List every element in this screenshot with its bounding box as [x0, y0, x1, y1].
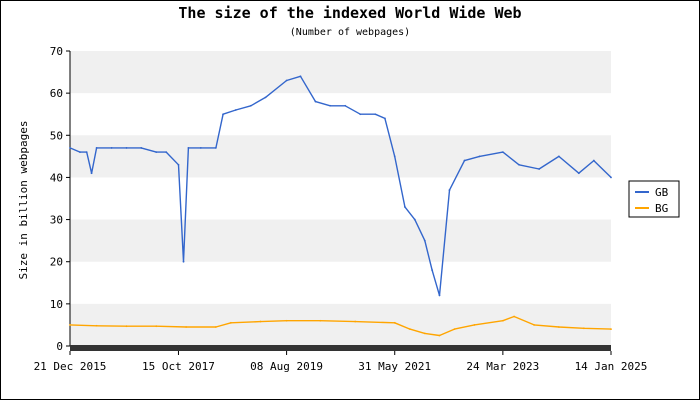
data-point-bg — [393, 321, 396, 324]
grid-band — [70, 219, 611, 262]
plot-area — [70, 51, 611, 346]
data-point-gb — [610, 176, 612, 179]
x-tick-label: 24 Mar 2023 — [466, 360, 539, 373]
y-tick-label: 60 — [50, 87, 63, 100]
data-point-gb — [413, 218, 416, 221]
data-point-gb — [393, 155, 396, 158]
y-tick-label: 30 — [50, 214, 63, 227]
data-point-gb — [359, 113, 362, 116]
data-point-bg — [285, 319, 288, 322]
data-point-gb — [69, 147, 71, 149]
legend-label-gb: GB — [655, 186, 669, 199]
data-point-gb — [140, 147, 143, 149]
y-tick-label: 10 — [50, 298, 63, 311]
chart-subtitle: (Number of webpages) — [290, 27, 410, 38]
data-point-bg — [557, 326, 560, 328]
data-point-gb — [155, 151, 158, 154]
data-point-gb — [177, 163, 180, 166]
data-point-gb — [85, 151, 88, 154]
data-point-gb — [448, 189, 451, 191]
data-point-bg — [473, 324, 476, 326]
data-point-gb — [314, 100, 317, 103]
y-tick-label: 0 — [56, 340, 63, 353]
y-tick-label: 40 — [50, 171, 63, 184]
legend: GB BG — [628, 180, 680, 218]
x-tick-label: 31 May 2021 — [358, 360, 431, 373]
x-tick-label: 15 Oct 2017 — [142, 360, 215, 373]
data-point-bg — [513, 315, 516, 318]
data-point-bg — [453, 328, 456, 331]
data-point-gb — [344, 104, 347, 107]
grid-bands — [70, 51, 611, 346]
grid-band — [70, 135, 611, 178]
data-point-bg — [69, 324, 71, 326]
data-point-bg — [354, 320, 357, 323]
data-point-gb — [187, 147, 190, 149]
grid-band — [70, 51, 611, 94]
y-tick-label: 70 — [50, 45, 63, 58]
data-point-gb — [538, 168, 541, 170]
data-point-gb — [79, 151, 81, 154]
data-point-gb — [182, 260, 185, 263]
data-point-gb — [165, 151, 168, 154]
x-tick-label: 21 Dec 2015 — [34, 360, 107, 373]
data-point-gb — [463, 159, 466, 162]
grid-band — [70, 303, 611, 346]
data-point-gb — [264, 96, 267, 99]
data-point-gb — [299, 75, 302, 78]
data-point-bg — [438, 334, 441, 337]
data-point-bg — [409, 328, 411, 331]
legend-label-bg: BG — [655, 202, 668, 215]
data-point-bg — [533, 324, 535, 326]
data-point-gb — [125, 147, 128, 149]
data-point-bg — [423, 332, 426, 335]
data-point-gb — [518, 163, 520, 166]
data-point-gb — [329, 104, 332, 107]
data-point-gb — [577, 172, 580, 175]
x-tick-label: 14 Jan 2025 — [575, 360, 648, 373]
data-point-bg — [319, 319, 322, 322]
data-point-gb — [110, 147, 113, 149]
y-tick-label: 50 — [50, 129, 63, 142]
data-point-bg — [582, 327, 585, 330]
data-point-bg — [155, 325, 158, 328]
data-point-bg — [610, 328, 612, 331]
data-point-gb — [285, 79, 288, 82]
data-point-bg — [259, 320, 262, 323]
axes — [66, 50, 612, 355]
data-point-gb — [423, 239, 426, 242]
data-point-bg — [501, 319, 504, 322]
data-point-gb — [592, 159, 595, 162]
tick-labels: 0 10 20 30 40 50 60 70 21 Dec 2015 15 Oct 2017 08 … — [34, 45, 648, 373]
data-point-gb — [95, 147, 98, 149]
chart-title: The size of the indexed World Wide Web — [178, 4, 521, 22]
data-point-bg — [185, 326, 188, 328]
legend-box — [628, 180, 680, 218]
data-point-gb — [374, 113, 377, 116]
x-tick-label: 08 Aug 2019 — [250, 360, 323, 373]
data-point-gb — [438, 294, 441, 297]
data-point-gb — [403, 206, 406, 208]
data-point-gb — [222, 113, 224, 116]
y-tick-label: 20 — [50, 256, 63, 269]
data-point-bg — [125, 325, 128, 328]
data-point-gb — [249, 104, 252, 107]
data-point-gb — [90, 172, 93, 175]
data-point-gb — [234, 109, 237, 111]
data-point-gb — [557, 155, 560, 158]
data-point-gb — [431, 269, 434, 272]
data-point-bg — [95, 324, 98, 327]
data-point-gb — [214, 147, 217, 149]
data-point-bg — [214, 326, 217, 328]
x-axis-bar — [70, 345, 611, 351]
y-axis-title: Size in billion webpages — [17, 121, 30, 280]
data-point-gb — [199, 147, 202, 149]
series-lines — [69, 75, 612, 337]
data-point-gb — [501, 151, 504, 154]
data-point-gb — [478, 155, 481, 158]
data-point-gb — [384, 117, 386, 120]
data-point-bg — [229, 321, 232, 324]
